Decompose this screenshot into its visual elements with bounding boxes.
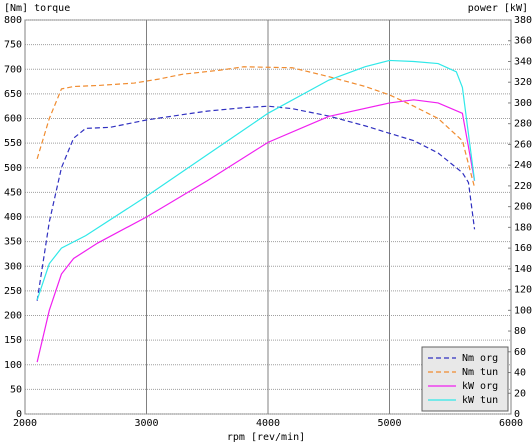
y-tick-label: 200 bbox=[4, 311, 22, 322]
x-axis-label: rpm [rev/min] bbox=[227, 432, 305, 443]
y2-tick-label: 320 bbox=[514, 77, 532, 88]
x-tick-label: 2000 bbox=[13, 418, 37, 429]
y2-tick-label: 200 bbox=[514, 202, 532, 213]
legend-label: Nm org bbox=[462, 353, 498, 364]
y2-tick-label: 280 bbox=[514, 119, 532, 130]
y2-tick-label: 100 bbox=[514, 305, 532, 316]
y2-tick-label: 300 bbox=[514, 98, 532, 109]
y2-tick-label: 120 bbox=[514, 285, 532, 296]
y2-tick-label: 80 bbox=[514, 326, 526, 337]
y2-axis-label: power [kW] bbox=[468, 3, 528, 14]
y-axis-label: [Nm] torque bbox=[4, 3, 70, 14]
y-tick-label: 100 bbox=[4, 360, 22, 371]
y2-tick-label: 140 bbox=[514, 264, 532, 275]
y2-tick-label: 260 bbox=[514, 139, 532, 150]
series-line bbox=[36, 105, 476, 301]
y-tick-label: 150 bbox=[4, 335, 22, 346]
y-tick-label: 50 bbox=[10, 384, 22, 395]
legend-label: Nm tun bbox=[462, 367, 498, 378]
y-tick-label: 750 bbox=[4, 40, 22, 51]
y2-tick-label: 340 bbox=[514, 56, 532, 67]
y-tick-label: 350 bbox=[4, 237, 22, 248]
y-tick-label: 250 bbox=[4, 286, 22, 297]
y-tick-label: 700 bbox=[4, 64, 22, 75]
y-tick-label: 500 bbox=[4, 163, 22, 174]
y2-tick-label: 220 bbox=[514, 181, 532, 192]
x-tick-label: 5000 bbox=[377, 418, 401, 429]
y2-tick-label: 380 bbox=[514, 15, 532, 26]
y2-tick-label: 20 bbox=[514, 388, 526, 399]
y2-tick-label: 360 bbox=[514, 36, 532, 47]
y-tick-label: 550 bbox=[4, 138, 22, 149]
legend-label: kW org bbox=[462, 381, 498, 392]
legend-label: kW tun bbox=[462, 395, 498, 406]
series-line bbox=[36, 59, 476, 301]
y2-tick-label: 0 bbox=[514, 409, 520, 420]
y2-tick-label: 40 bbox=[514, 368, 526, 379]
y-tick-label: 300 bbox=[4, 261, 22, 272]
y2-tick-label: 60 bbox=[514, 347, 526, 358]
series-line bbox=[36, 99, 476, 363]
y-tick-label: 800 bbox=[4, 15, 22, 26]
y2-tick-label: 180 bbox=[514, 222, 532, 233]
y-tick-label: 450 bbox=[4, 187, 22, 198]
y-tick-label: 650 bbox=[4, 89, 22, 100]
x-tick-label: 6000 bbox=[499, 418, 523, 429]
y2-tick-label: 240 bbox=[514, 160, 532, 171]
y-tick-label: 600 bbox=[4, 114, 22, 125]
x-tick-label: 4000 bbox=[256, 418, 280, 429]
y2-tick-label: 160 bbox=[514, 243, 532, 254]
x-tick-label: 3000 bbox=[134, 418, 158, 429]
series-line bbox=[36, 66, 476, 188]
y-tick-label: 400 bbox=[4, 212, 22, 223]
y-tick-label: 0 bbox=[16, 409, 22, 420]
